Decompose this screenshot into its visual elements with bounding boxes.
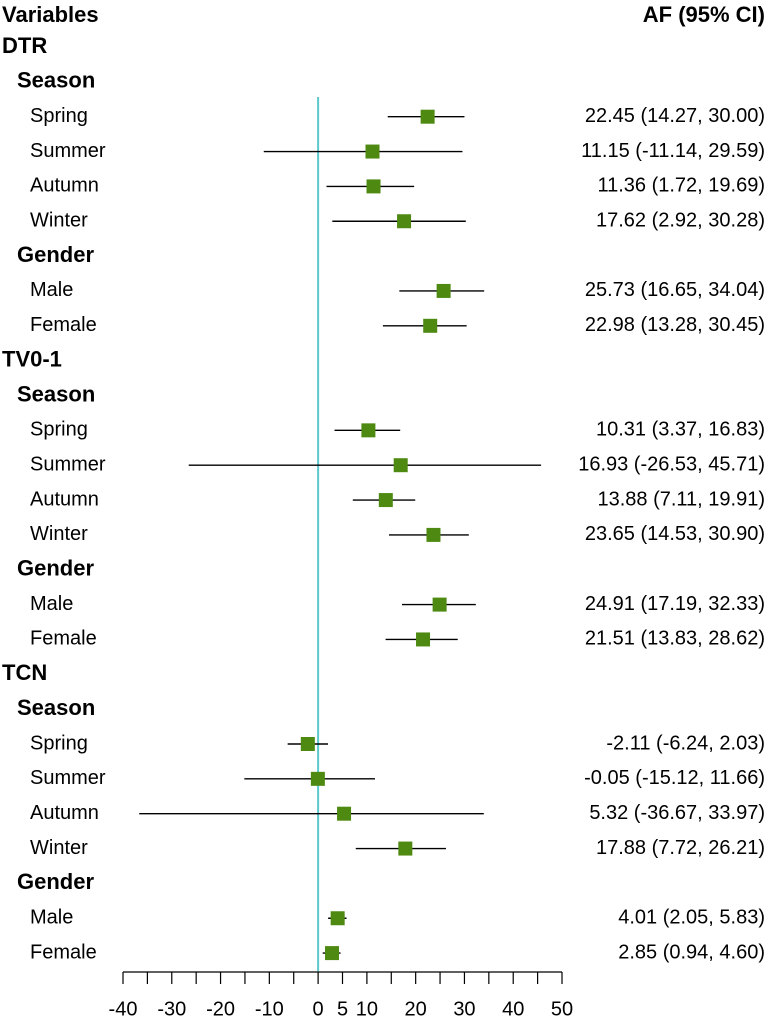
x-tick-label: -10 [255, 998, 284, 1020]
point-marker [416, 632, 431, 647]
row-label: Male [30, 279, 73, 301]
point-marker [436, 283, 451, 298]
row-label: Winter [30, 210, 88, 232]
point-marker [426, 527, 441, 542]
row-label: Male [30, 593, 73, 615]
x-tick-label: -20 [206, 998, 235, 1020]
estimate-text: 22.45 (14.27, 30.00) [585, 105, 765, 127]
row-label: Male [30, 907, 73, 929]
estimate-text: 25.73 (16.65, 34.04) [585, 279, 765, 301]
estimate-text: -2.11 (-6.24, 2.03) [606, 732, 765, 754]
point-marker [330, 911, 345, 926]
estimate-text: -0.05 (-15.12, 11.66) [584, 767, 765, 789]
subgroup-label: Season [17, 695, 95, 720]
estimate-text: 11.15 (-11.14, 29.59) [581, 140, 765, 162]
estimate-text: 21.51 (13.83, 28.62) [585, 628, 765, 650]
x-tick-label: 50 [551, 998, 573, 1020]
point-marker [397, 214, 412, 229]
estimate-text: 17.62 (2.92, 30.28) [596, 210, 765, 232]
point-marker [423, 318, 438, 333]
subgroup-label: Gender [17, 242, 94, 267]
row-label: Spring [30, 419, 88, 441]
group-label: TCN [2, 660, 47, 685]
subgroup-label: Gender [17, 556, 94, 581]
x-axis: -40 -30 -20 -10 0 5 10 20 30 40 50 [109, 971, 573, 1020]
x-tick-label: -40 [109, 998, 138, 1020]
point-marker [365, 144, 380, 159]
estimate-text: 2.85 (0.94, 4.60) [618, 941, 765, 963]
row-label: Autumn [30, 802, 99, 824]
subgroup-label: Gender [17, 869, 94, 894]
estimate-text: 4.01 (2.05, 5.83) [618, 907, 765, 929]
x-tick-label: -30 [157, 998, 186, 1020]
row-label: Autumn [30, 175, 99, 197]
point-marker [337, 806, 352, 821]
estimate-text: 17.88 (7.72, 26.21) [596, 837, 765, 859]
x-tick-label: 20 [405, 998, 427, 1020]
estimate-text: 16.93 (-26.53, 45.71) [578, 453, 765, 475]
row-label: Spring [30, 732, 88, 754]
estimate-text: 23.65 (14.53, 30.90) [585, 523, 765, 545]
estimate-text: 24.91 (17.19, 32.33) [585, 593, 765, 615]
row-label: Female [30, 941, 97, 963]
x-tick-label: 10 [356, 998, 378, 1020]
estimate-text: 13.88 (7.11, 19.91) [597, 488, 765, 510]
row-label: Winter [30, 523, 88, 545]
group-label: TV0-1 [2, 346, 62, 371]
estimate-header: AF (95% CI) [643, 2, 765, 27]
point-marker [420, 109, 435, 124]
point-marker [393, 458, 408, 473]
group-label: DTR [2, 33, 47, 58]
subgroup-label: Season [17, 381, 95, 406]
row-label: Female [30, 314, 97, 336]
row-label: Summer [30, 767, 106, 789]
estimate-text: 22.98 (13.28, 30.45) [585, 314, 765, 336]
variables-header: Variables [2, 2, 99, 27]
point-marker [310, 771, 325, 786]
row-label: Spring [30, 105, 88, 127]
point-marker [432, 597, 447, 612]
x-tick-label: 5 [337, 998, 348, 1020]
row-label: Summer [30, 140, 106, 162]
row-label: Autumn [30, 488, 99, 510]
rows-layer: DTR Season Spring 22.45 (14.27, 30.00) Summe… [2, 33, 765, 972]
x-tick-label: 0 [313, 998, 324, 1020]
row-label: Summer [30, 453, 106, 475]
point-marker [366, 179, 381, 194]
x-tick-label: 30 [453, 998, 475, 1020]
point-marker [398, 841, 413, 856]
subgroup-label: Season [17, 68, 95, 93]
row-label: Winter [30, 837, 88, 859]
x-tick-label: 40 [502, 998, 524, 1020]
estimate-text: 10.31 (3.37, 16.83) [596, 419, 765, 441]
estimate-text: 5.32 (-36.67, 33.97) [589, 802, 765, 824]
point-marker [378, 493, 393, 508]
row-label: Female [30, 628, 97, 650]
estimate-text: 11.36 (1.72, 19.69) [597, 175, 765, 197]
point-marker [300, 737, 315, 751]
point-marker [325, 946, 340, 961]
point-marker [361, 423, 376, 438]
